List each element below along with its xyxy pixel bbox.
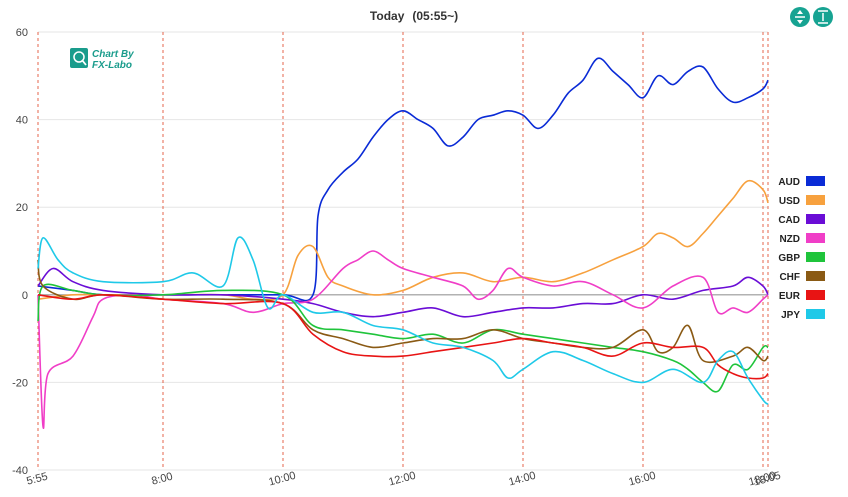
x-tick-label: 12:00 xyxy=(387,470,417,489)
logo-line-1: Chart By xyxy=(92,49,134,60)
y-tick-label: 60 xyxy=(16,27,28,39)
legend-swatch-usd xyxy=(806,195,825,205)
logo-line-2: FX-Labo xyxy=(92,60,132,71)
legend-swatch-eur xyxy=(806,290,825,300)
x-tick-label: 16:00 xyxy=(627,470,657,489)
fit-vertical-button[interactable] xyxy=(813,7,833,27)
time-markers xyxy=(37,32,769,470)
legend-swatch-aud xyxy=(806,176,825,186)
legend-label-aud: AUD xyxy=(778,177,800,188)
chart-title: Today (05:55~) xyxy=(370,9,458,23)
legend-swatch-nzd xyxy=(806,233,825,243)
y-tick-label: 20 xyxy=(16,202,28,214)
x-tick-label: 8:00 xyxy=(150,471,174,488)
legend-label-gbp: GBP xyxy=(778,253,800,264)
y-tick-label: 40 xyxy=(16,115,28,127)
legend-label-chf: CHF xyxy=(779,272,800,283)
legend-label-eur: EUR xyxy=(779,291,801,302)
y-tick-label: 0 xyxy=(22,290,28,302)
legend-label-usd: USD xyxy=(779,196,800,207)
series-line-jpy xyxy=(37,236,769,405)
x-tick-label: 14:00 xyxy=(507,470,537,489)
legend-swatch-jpy xyxy=(806,309,825,319)
x-tick-label: 18:05 xyxy=(752,470,782,489)
series-line-nzd xyxy=(37,250,769,430)
series-lines xyxy=(37,57,769,430)
legend-swatch-cad xyxy=(806,214,825,224)
series-line-eur xyxy=(37,294,769,380)
legend[interactable]: AUD USD CAD NZD GBP CHF EUR JPY xyxy=(778,176,825,321)
legend-swatch-chf xyxy=(806,271,825,281)
y-tick-label: -20 xyxy=(12,377,28,389)
legend-label-nzd: NZD xyxy=(779,234,800,245)
legend-label-jpy: JPY xyxy=(781,310,800,321)
series-line-chf xyxy=(37,259,769,364)
y-axis: 60 40 20 0 -20 -40 xyxy=(12,27,28,477)
series-line-aud xyxy=(37,57,769,302)
legend-label-cad: CAD xyxy=(778,215,800,226)
x-tick-label: 5:55 xyxy=(25,471,49,488)
y-tick-label: -40 xyxy=(12,465,28,477)
expand-vertical-button[interactable] xyxy=(790,7,810,27)
watermark-logo: Chart By FX-Labo xyxy=(70,48,134,71)
legend-swatch-gbp xyxy=(806,252,825,262)
x-tick-label: 10:00 xyxy=(267,470,297,489)
